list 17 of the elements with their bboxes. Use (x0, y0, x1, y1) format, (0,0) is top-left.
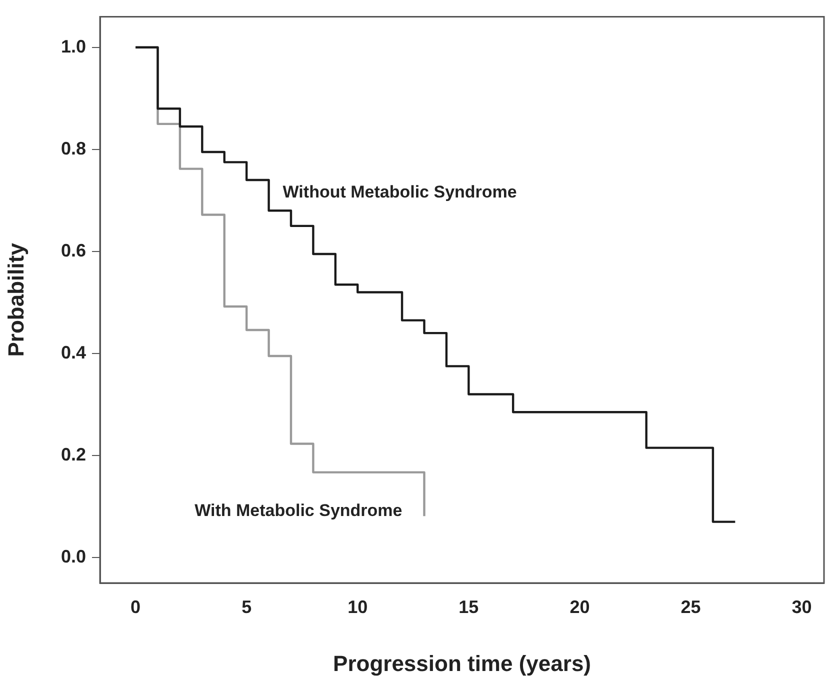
y-tick-label: 1.0 (60, 36, 86, 56)
x-tick-label: 0 (130, 596, 141, 617)
y-tick-label: 0.8 (60, 138, 86, 158)
y-tick-label: 0.0 (60, 546, 86, 566)
y-axis-title: Probability (3, 242, 28, 357)
x-tick-label: 25 (680, 596, 701, 617)
y-tick-label: 0.6 (60, 240, 86, 260)
x-axis-title: Progression time (years) (333, 650, 591, 676)
x-tick-label: 15 (458, 596, 479, 617)
y-tick-label: 0.2 (60, 444, 86, 464)
x-tick-label: 20 (570, 596, 590, 617)
y-tick-label: 0.4 (60, 342, 86, 362)
series-label: With Metabolic Syndrome (194, 500, 402, 520)
series-label: Without Metabolic Syndrome (282, 182, 517, 202)
x-tick-label: 5 (242, 596, 252, 617)
x-tick-label: 10 (348, 596, 368, 617)
x-tick-label: 30 (792, 596, 812, 617)
